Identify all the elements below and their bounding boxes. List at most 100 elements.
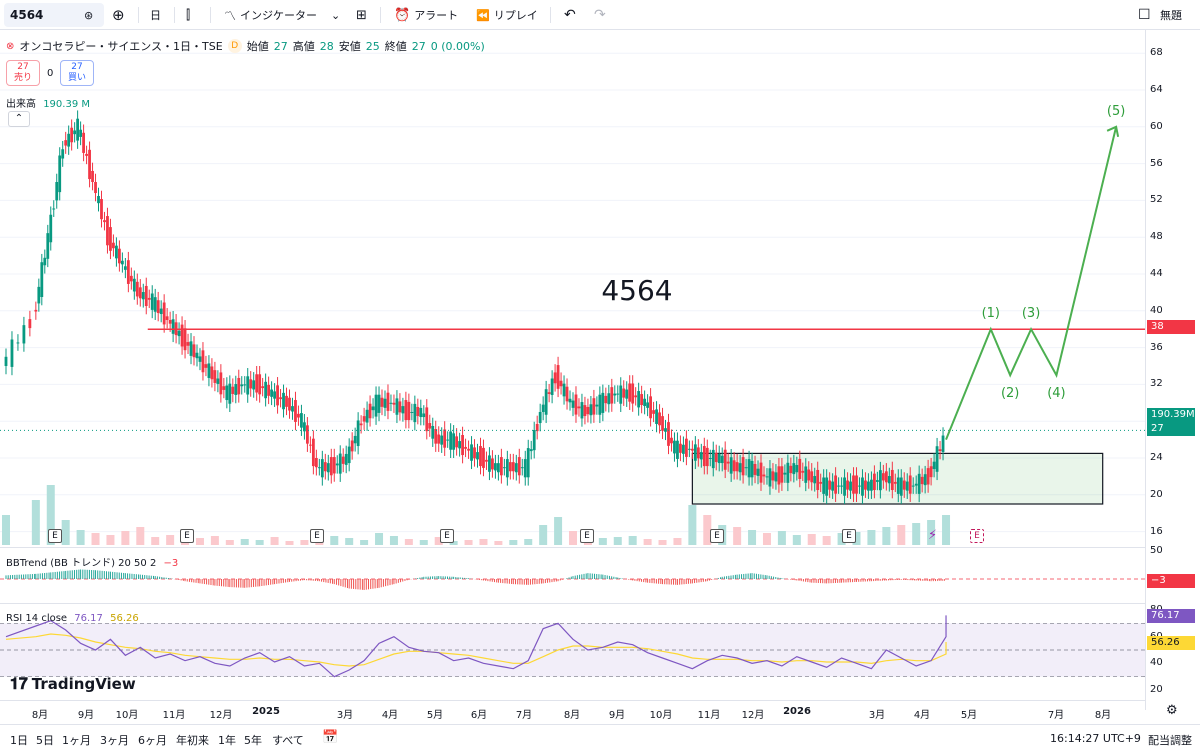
- collapse-legend-button[interactable]: ⌃: [8, 111, 30, 127]
- layout-name-button[interactable]: 無題: [1160, 9, 1182, 22]
- range-button[interactable]: 年初来: [176, 734, 209, 747]
- earnings-e-marker[interactable]: E: [440, 529, 454, 543]
- range-button[interactable]: 5年: [244, 734, 262, 747]
- price-tick-label: 56: [1150, 157, 1163, 169]
- candle-body: [115, 245, 118, 259]
- volume-bar: [524, 539, 533, 545]
- symbol-search-input[interactable]: 4564: [4, 3, 104, 27]
- pane-divider[interactable]: [0, 547, 1145, 548]
- main-chart[interactable]: (1) (2) (3) (4) (5) 4564: [0, 30, 1145, 700]
- chart-annotation-text[interactable]: 4564: [601, 274, 672, 307]
- range-button[interactable]: すべて: [272, 734, 304, 747]
- earnings-e-marker[interactable]: E: [48, 529, 62, 543]
- pane-divider[interactable]: [0, 603, 1145, 604]
- candle-body: [923, 474, 927, 486]
- range-button[interactable]: 1ヶ月: [62, 734, 91, 747]
- undo-icon[interactable]: ↶: [564, 7, 576, 23]
- tradingview-logo[interactable]: 𝟏𝟕 TradingView: [10, 674, 136, 694]
- replay-button[interactable]: ⏪ リプレイ: [476, 5, 538, 25]
- layout-square-icon[interactable]: ☐: [1138, 7, 1151, 23]
- candle-body: [404, 400, 408, 421]
- candle-body: [437, 434, 441, 444]
- volume-bar: [46, 485, 55, 545]
- volume-bar: [807, 534, 816, 545]
- candle-body: [446, 439, 450, 441]
- earnings-e-marker[interactable]: E: [710, 529, 724, 543]
- gear-icon[interactable]: ⚙: [1166, 703, 1178, 718]
- sell-price: 27: [17, 62, 29, 72]
- candle-body: [225, 385, 229, 401]
- time-tick-label: 8月: [563, 710, 581, 721]
- candle-type-icon[interactable]: ⫿: [186, 7, 191, 23]
- volume-bar: [852, 532, 861, 545]
- lightning-event-icon[interactable]: ⚡: [928, 528, 938, 543]
- wave-label: (5): [1107, 104, 1125, 119]
- time-tick-label: 2026: [783, 706, 811, 717]
- candle-body: [708, 458, 712, 459]
- interval-button[interactable]: 日: [150, 9, 161, 22]
- time-tick-label: 7月: [515, 710, 533, 721]
- range-button[interactable]: 1年: [218, 734, 236, 747]
- symbol-compare-icon[interactable]: ⊛: [84, 8, 94, 22]
- range-button[interactable]: 3ヶ月: [100, 734, 129, 747]
- earnings-e-marker[interactable]: E: [310, 529, 324, 543]
- wave-projection[interactable]: (1) (2) (3) (4) (5): [945, 104, 1125, 440]
- range-button[interactable]: 6ヶ月: [138, 734, 167, 747]
- candle-body: [604, 395, 608, 404]
- candle-body: [419, 407, 423, 418]
- range-button[interactable]: 5日: [36, 734, 54, 747]
- candle-body: [222, 386, 226, 390]
- candle-body: [535, 423, 539, 432]
- earnings-e-marker[interactable]: E: [580, 529, 594, 543]
- candle-body: [314, 458, 318, 468]
- candle-body: [598, 394, 602, 415]
- candle-body: [729, 457, 733, 474]
- volume-bar: [912, 523, 921, 545]
- candle-body: [479, 446, 482, 467]
- volume-bar: [375, 533, 384, 545]
- symbol-legend: ⊗ オンコセラピー・サイエンス・1日・TSE D 始値 27 高値 28 安値 25 …: [6, 38, 485, 54]
- calendar-goto-icon[interactable]: 📅: [322, 730, 339, 745]
- candle-body: [884, 471, 888, 483]
- earnings-e-marker[interactable]: E: [842, 529, 856, 543]
- candle-body: [37, 286, 41, 304]
- symbol-status-icon: ⊗: [6, 40, 15, 52]
- candle-body: [150, 293, 154, 310]
- redo-icon[interactable]: ↷: [594, 7, 606, 23]
- volume-bar: [598, 538, 607, 545]
- alert-button[interactable]: ⏰ アラート: [394, 5, 458, 25]
- candle-body: [577, 406, 581, 409]
- price-tick-label: 24: [1150, 452, 1163, 463]
- candle-body: [679, 443, 682, 453]
- sell-button[interactable]: 27 売り: [6, 60, 40, 86]
- candle-body: [177, 330, 181, 337]
- earnings-e-marker[interactable]: E: [180, 529, 194, 543]
- candle-body: [482, 447, 485, 468]
- layouts-grid-icon[interactable]: ⊞: [356, 7, 367, 23]
- candle-body: [926, 468, 930, 485]
- candle-body: [828, 480, 832, 490]
- candle-body: [255, 374, 259, 393]
- volume-bar: [509, 540, 518, 545]
- time-axis[interactable]: [0, 700, 1145, 722]
- dividend-adjust-toggle[interactable]: 配当調整: [1148, 734, 1192, 747]
- clock-display[interactable]: 16:14:27 UTC+9: [1050, 732, 1141, 745]
- candle-body: [804, 466, 808, 483]
- upcoming-earnings-marker[interactable]: E: [970, 529, 984, 543]
- candle-body: [326, 463, 330, 473]
- range-button[interactable]: 1日: [10, 734, 28, 747]
- bbtrend-label: BBTrend (BB トレンド) 20 50 2: [6, 558, 157, 569]
- add-symbol-icon[interactable]: ⊕: [112, 6, 125, 24]
- volume-bar: [673, 538, 682, 545]
- price-axis[interactable]: [1145, 30, 1200, 710]
- candle-body: [141, 292, 145, 300]
- symbol-name[interactable]: オンコセラピー・サイエンス・1日・TSE: [19, 40, 223, 53]
- candle-body: [473, 447, 476, 459]
- candle-body: [237, 377, 241, 395]
- candle-body: [440, 435, 444, 445]
- buy-button[interactable]: 27 買い: [60, 60, 94, 86]
- indicators-button[interactable]: 〽 インジケーター ⌄: [224, 5, 340, 25]
- candle-body: [126, 260, 130, 284]
- candle-body: [285, 395, 288, 407]
- open-label: 始値: [246, 40, 269, 53]
